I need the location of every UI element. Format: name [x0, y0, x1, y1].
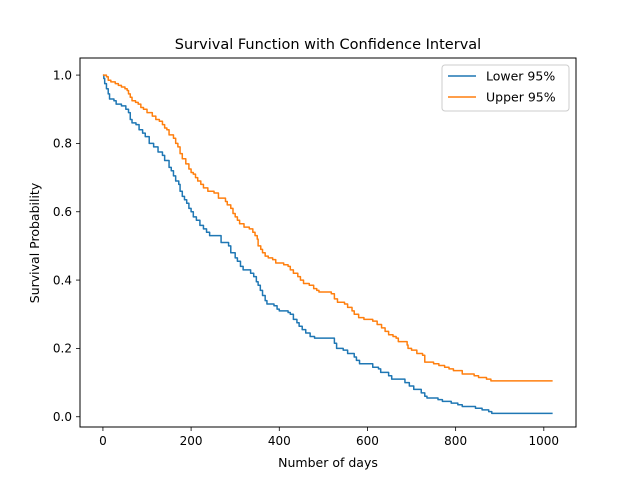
series-line-lower — [102, 74, 553, 415]
legend-label-lower: Lower 95% — [486, 69, 555, 84]
y-tick-label: 0.8 — [53, 137, 72, 151]
ticks-layer: 0 200 400 600 800 1000 0.0 0.2 0.4 0.6 0.8 1.0 — [53, 68, 559, 448]
y-tick-label: 0.0 — [53, 410, 72, 424]
y-tick-label: 0.4 — [53, 273, 72, 287]
x-tick-label: 0 — [99, 434, 107, 448]
x-tick-label: 200 — [180, 434, 203, 448]
x-tick-label: 600 — [356, 434, 379, 448]
x-tick-label: 800 — [444, 434, 467, 448]
axes-frame — [79, 57, 577, 428]
y-tick-label: 1.0 — [53, 68, 72, 82]
chart-title: Survival Function with Confidence Interv… — [175, 37, 481, 53]
x-tick-label: 400 — [268, 434, 291, 448]
legend: Lower 95% Upper 95% — [441, 64, 570, 112]
series-line-upper — [102, 74, 553, 382]
series-layer — [102, 74, 553, 415]
y-axis-label: Survival Probability — [27, 182, 42, 303]
y-tick-label: 0.2 — [53, 342, 72, 356]
y-tick-label: 0.6 — [53, 205, 72, 219]
x-axis-label: Number of days — [278, 455, 378, 470]
x-tick-label: 1000 — [529, 434, 560, 448]
legend-label-upper: Upper 95% — [486, 90, 556, 105]
